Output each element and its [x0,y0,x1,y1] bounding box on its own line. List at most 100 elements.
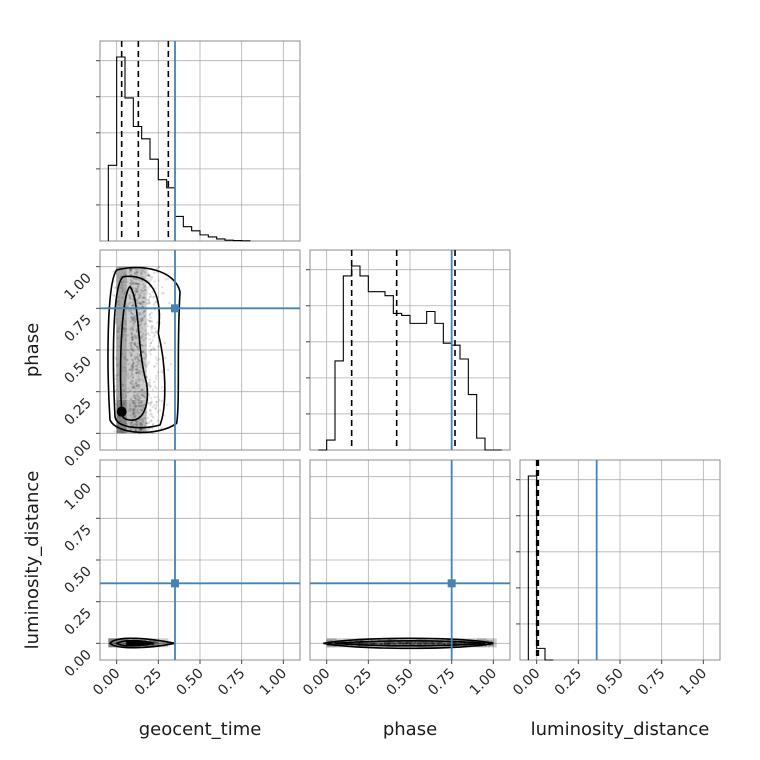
sample-point [370,641,374,645]
sample-point [115,364,119,368]
sample-point [145,337,148,340]
sample-point [138,294,142,297]
sample-point [134,642,137,646]
sample-point [133,277,136,281]
sample-point [132,642,135,646]
sample-point [132,642,135,645]
sample-point [130,642,133,645]
sample-point [130,640,133,644]
sample-point [447,641,450,645]
sample-point [378,642,381,645]
sample-point [130,642,134,645]
sample-point [135,420,138,423]
sample-point [143,284,146,288]
sample-point [138,642,142,645]
sample-point [159,641,163,645]
sample-point [393,643,396,646]
hist-panel-geocent_time [96,40,301,242]
sample-point [137,282,141,286]
sample-point [128,328,132,331]
sample-point [132,642,135,645]
sample-point [133,641,136,644]
sample-point [157,641,161,645]
sample-point [154,640,158,643]
sample-point [135,372,138,375]
histogram-geocent_time [107,56,251,242]
sample-point [153,641,157,644]
sample-point [121,296,124,299]
sample-point [135,642,138,645]
sample-point [138,317,142,320]
sample-point [149,319,152,322]
sample-point [141,344,145,348]
density-cell [126,383,137,400]
sample-point [137,404,140,408]
sample-point [424,641,427,645]
sample-point [413,641,416,645]
panel-frame [99,40,301,242]
sample-point [417,642,420,645]
density-cell [126,350,137,367]
sample-point [134,642,138,645]
sample-point [133,408,137,411]
sample-point [133,407,136,410]
sample-point [129,642,133,645]
sample-point [136,290,140,294]
sample-point [141,316,144,320]
sample-point [134,641,138,645]
sample-point [124,323,127,326]
sample-point [136,345,139,348]
sample-point [399,642,402,645]
sample-point [393,642,396,645]
sample-point [135,300,139,303]
sample-point [140,409,144,412]
sample-point [376,642,380,645]
sample-point [135,642,139,645]
sample-point [130,364,134,367]
sample-point [136,366,139,369]
sample-point [359,642,362,645]
sample-point [133,640,137,644]
sample-point [135,270,139,274]
sample-point [132,641,136,644]
sample-point [131,304,134,307]
sample-point [166,403,169,406]
sample-point [431,642,434,645]
sample-point [134,281,137,285]
sample-point [131,380,134,383]
sample-point [131,319,135,322]
sample-point [131,641,134,644]
sample-point [368,641,371,645]
x-axis-label-phase: phase [383,719,437,740]
sample-point [369,642,372,645]
sample-point [131,642,134,645]
sample-point [434,642,438,645]
panel-luminosity_distance-vs-geocent_time [99,459,301,661]
sample-point [133,316,136,320]
sample-point [386,642,389,645]
sample-point [363,641,367,645]
sample-point [429,641,432,645]
sample-point [129,642,133,645]
sample-point [155,640,158,644]
sample-point [129,641,133,645]
sample-point [419,641,422,644]
sample-point [133,273,136,276]
sample-point [149,342,153,345]
density-cell [126,316,137,334]
y-tick-label: 1.00 [61,270,94,303]
sample-point [128,642,132,645]
sample-point [148,333,151,337]
sample-point [143,271,147,274]
sample-point [141,311,145,315]
sample-point [375,642,379,645]
sample-point [133,642,137,645]
sample-point [127,641,131,644]
sample-point [140,370,144,374]
sample-point [404,642,407,646]
sample-point [123,291,126,295]
sample-point [155,362,158,365]
sample-point [132,325,135,328]
sample-point [141,423,144,427]
sample-point [129,268,133,271]
